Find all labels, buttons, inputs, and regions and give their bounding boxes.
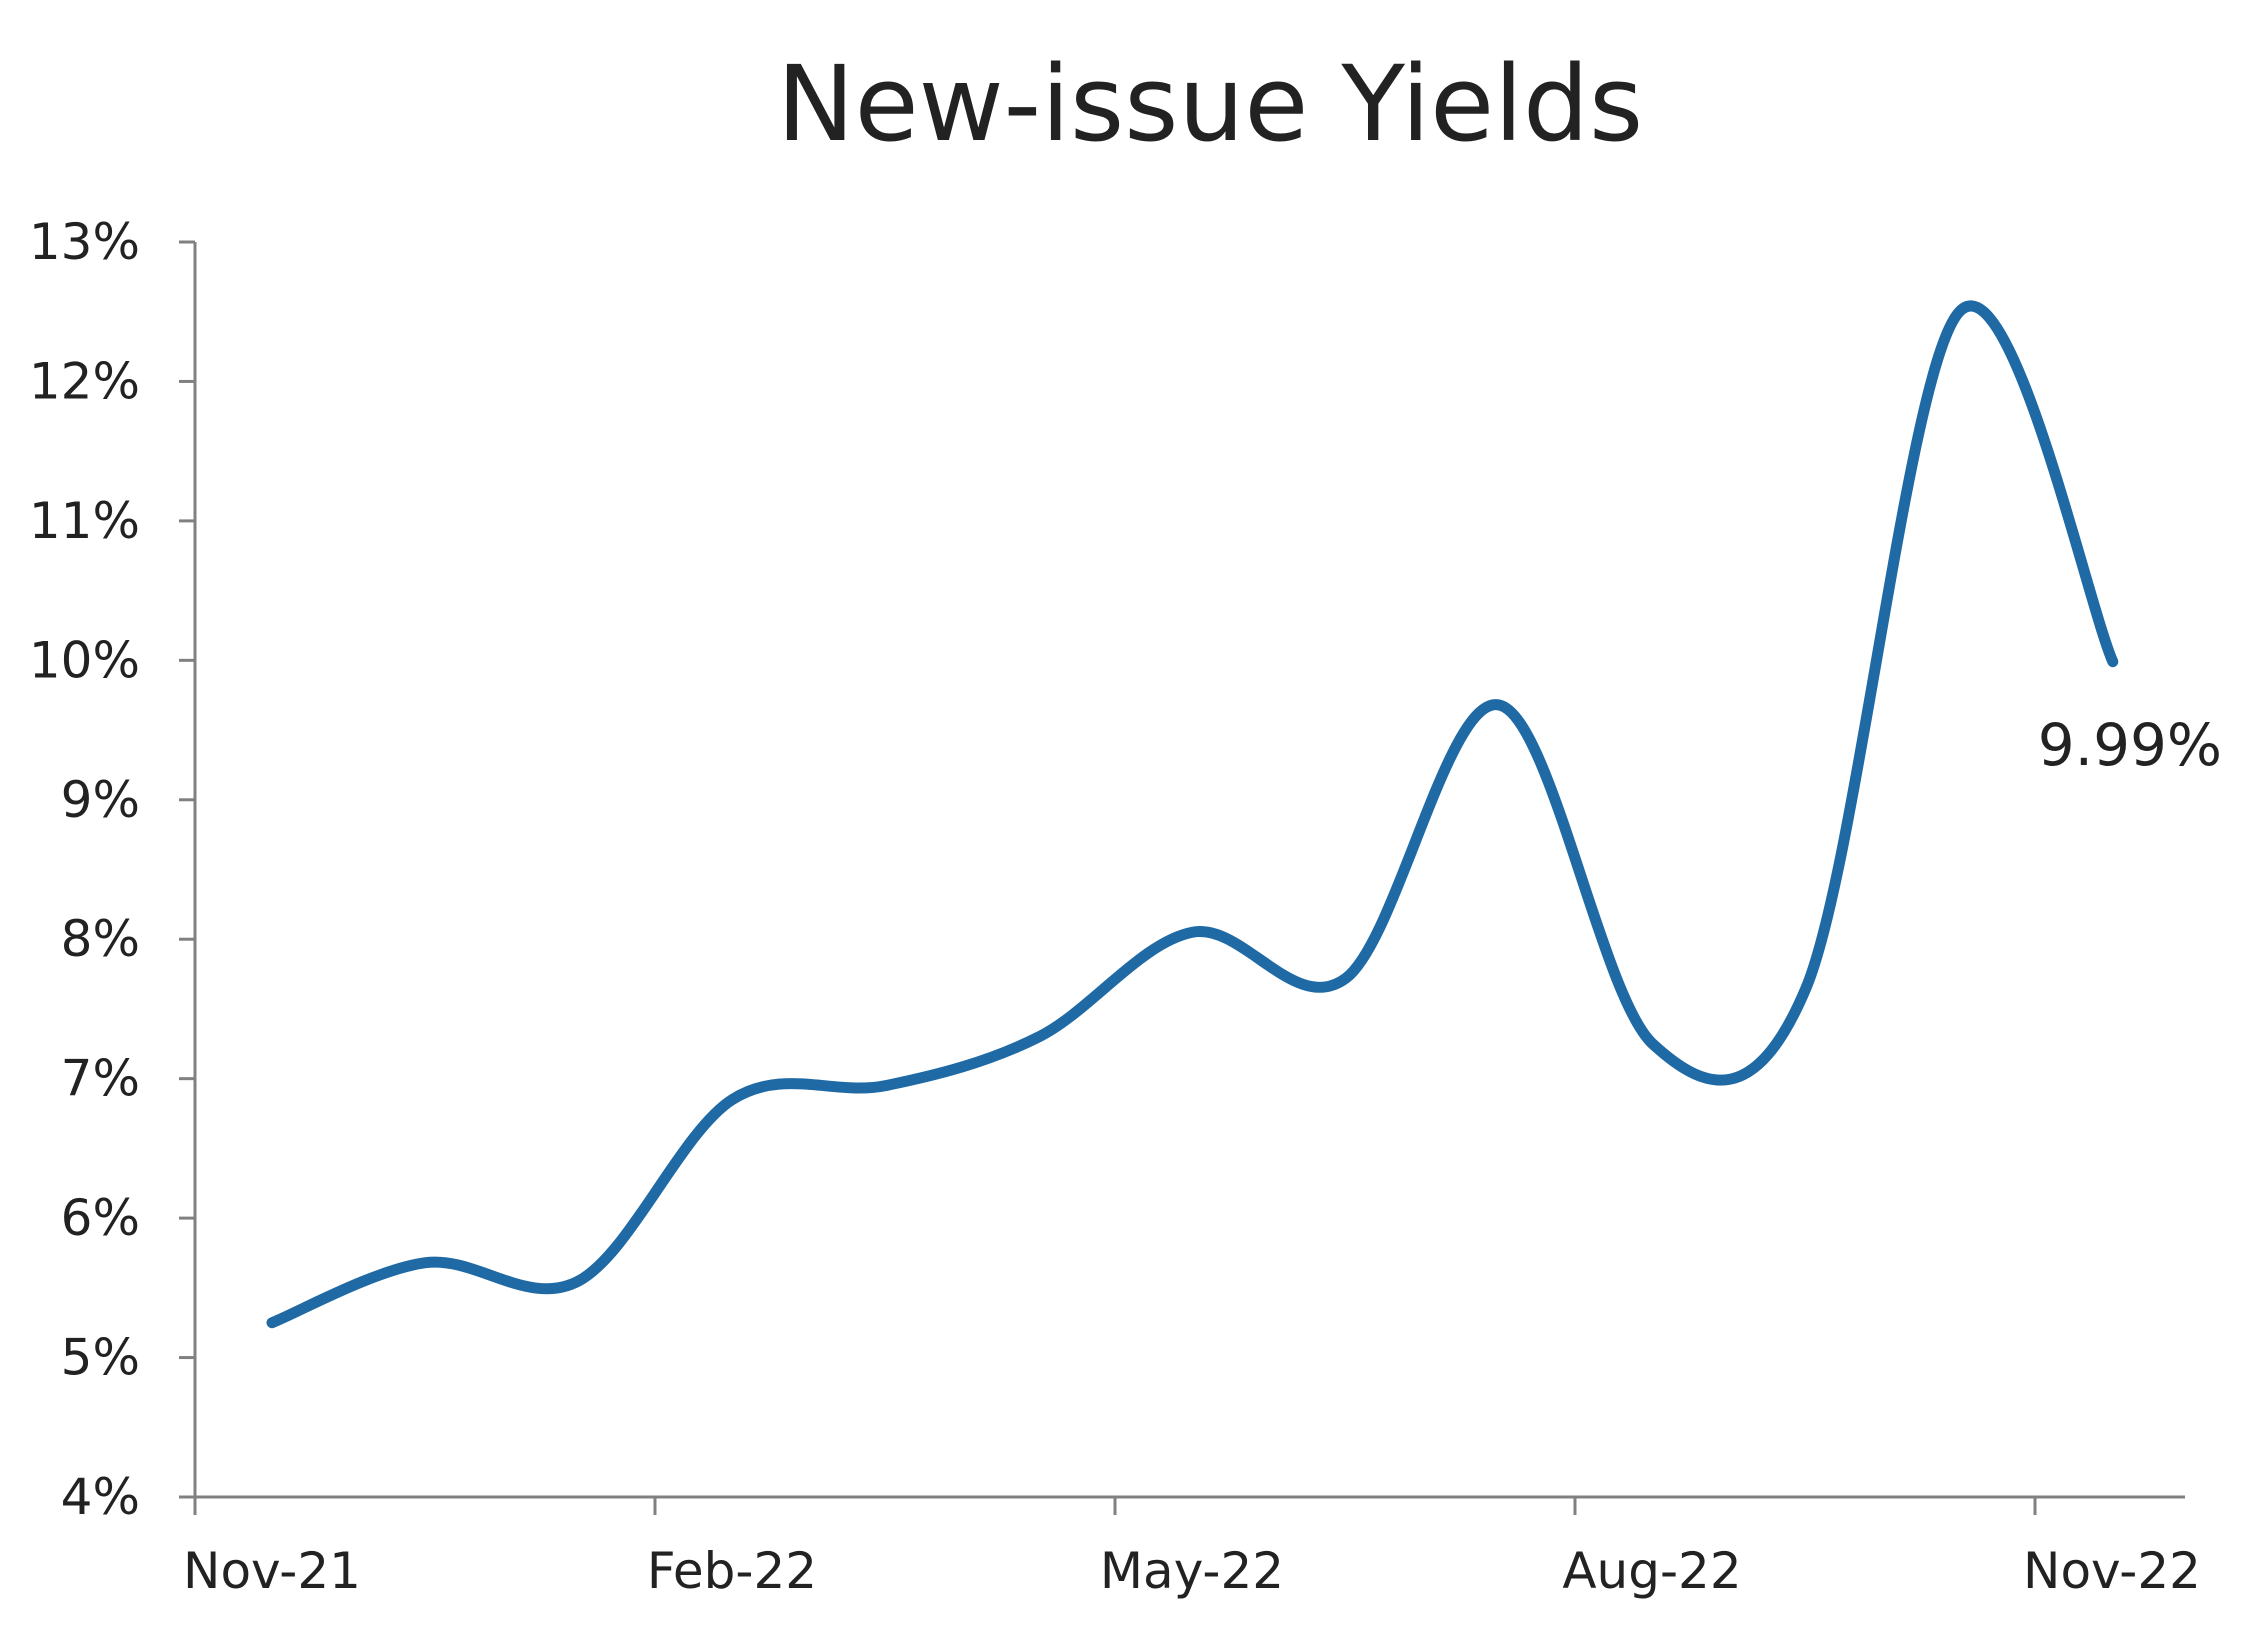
y-tick-label: 9% (61, 771, 140, 829)
series-line (266, 300, 2119, 1329)
x-tick-label: Aug-22 (1562, 1542, 1741, 1600)
annotations-layer: 9.99% (2038, 711, 2222, 779)
y-tick-label: 13% (29, 213, 140, 271)
y-tick-label: 7% (61, 1050, 140, 1108)
y-tick-label: 10% (29, 631, 140, 689)
end-value-label: 9.99% (2038, 711, 2222, 779)
y-tick-label: 12% (29, 352, 140, 410)
x-axis: Nov-21 Feb-22 May-22 Aug-22 Nov-22 (183, 1495, 2201, 1600)
x-tick-label: May-22 (1100, 1542, 1284, 1600)
y-tick-label: 4% (61, 1468, 140, 1526)
x-tick-label: Nov-22 (2023, 1542, 2201, 1600)
y-axis: 4% 5% 6% 7% 8% 9% 10% 11% 12% 13% (29, 213, 197, 1526)
x-tick-label: Feb-22 (647, 1542, 817, 1600)
y-tick-label: 5% (61, 1329, 140, 1387)
y-tick-label: 8% (61, 910, 140, 968)
y-tick-label: 6% (61, 1189, 140, 1247)
x-tick-label: Nov-21 (183, 1542, 361, 1600)
y-tick-label: 11% (29, 492, 140, 550)
chart-title: New-issue Yields (777, 43, 1643, 165)
series-layer (266, 300, 2119, 1329)
